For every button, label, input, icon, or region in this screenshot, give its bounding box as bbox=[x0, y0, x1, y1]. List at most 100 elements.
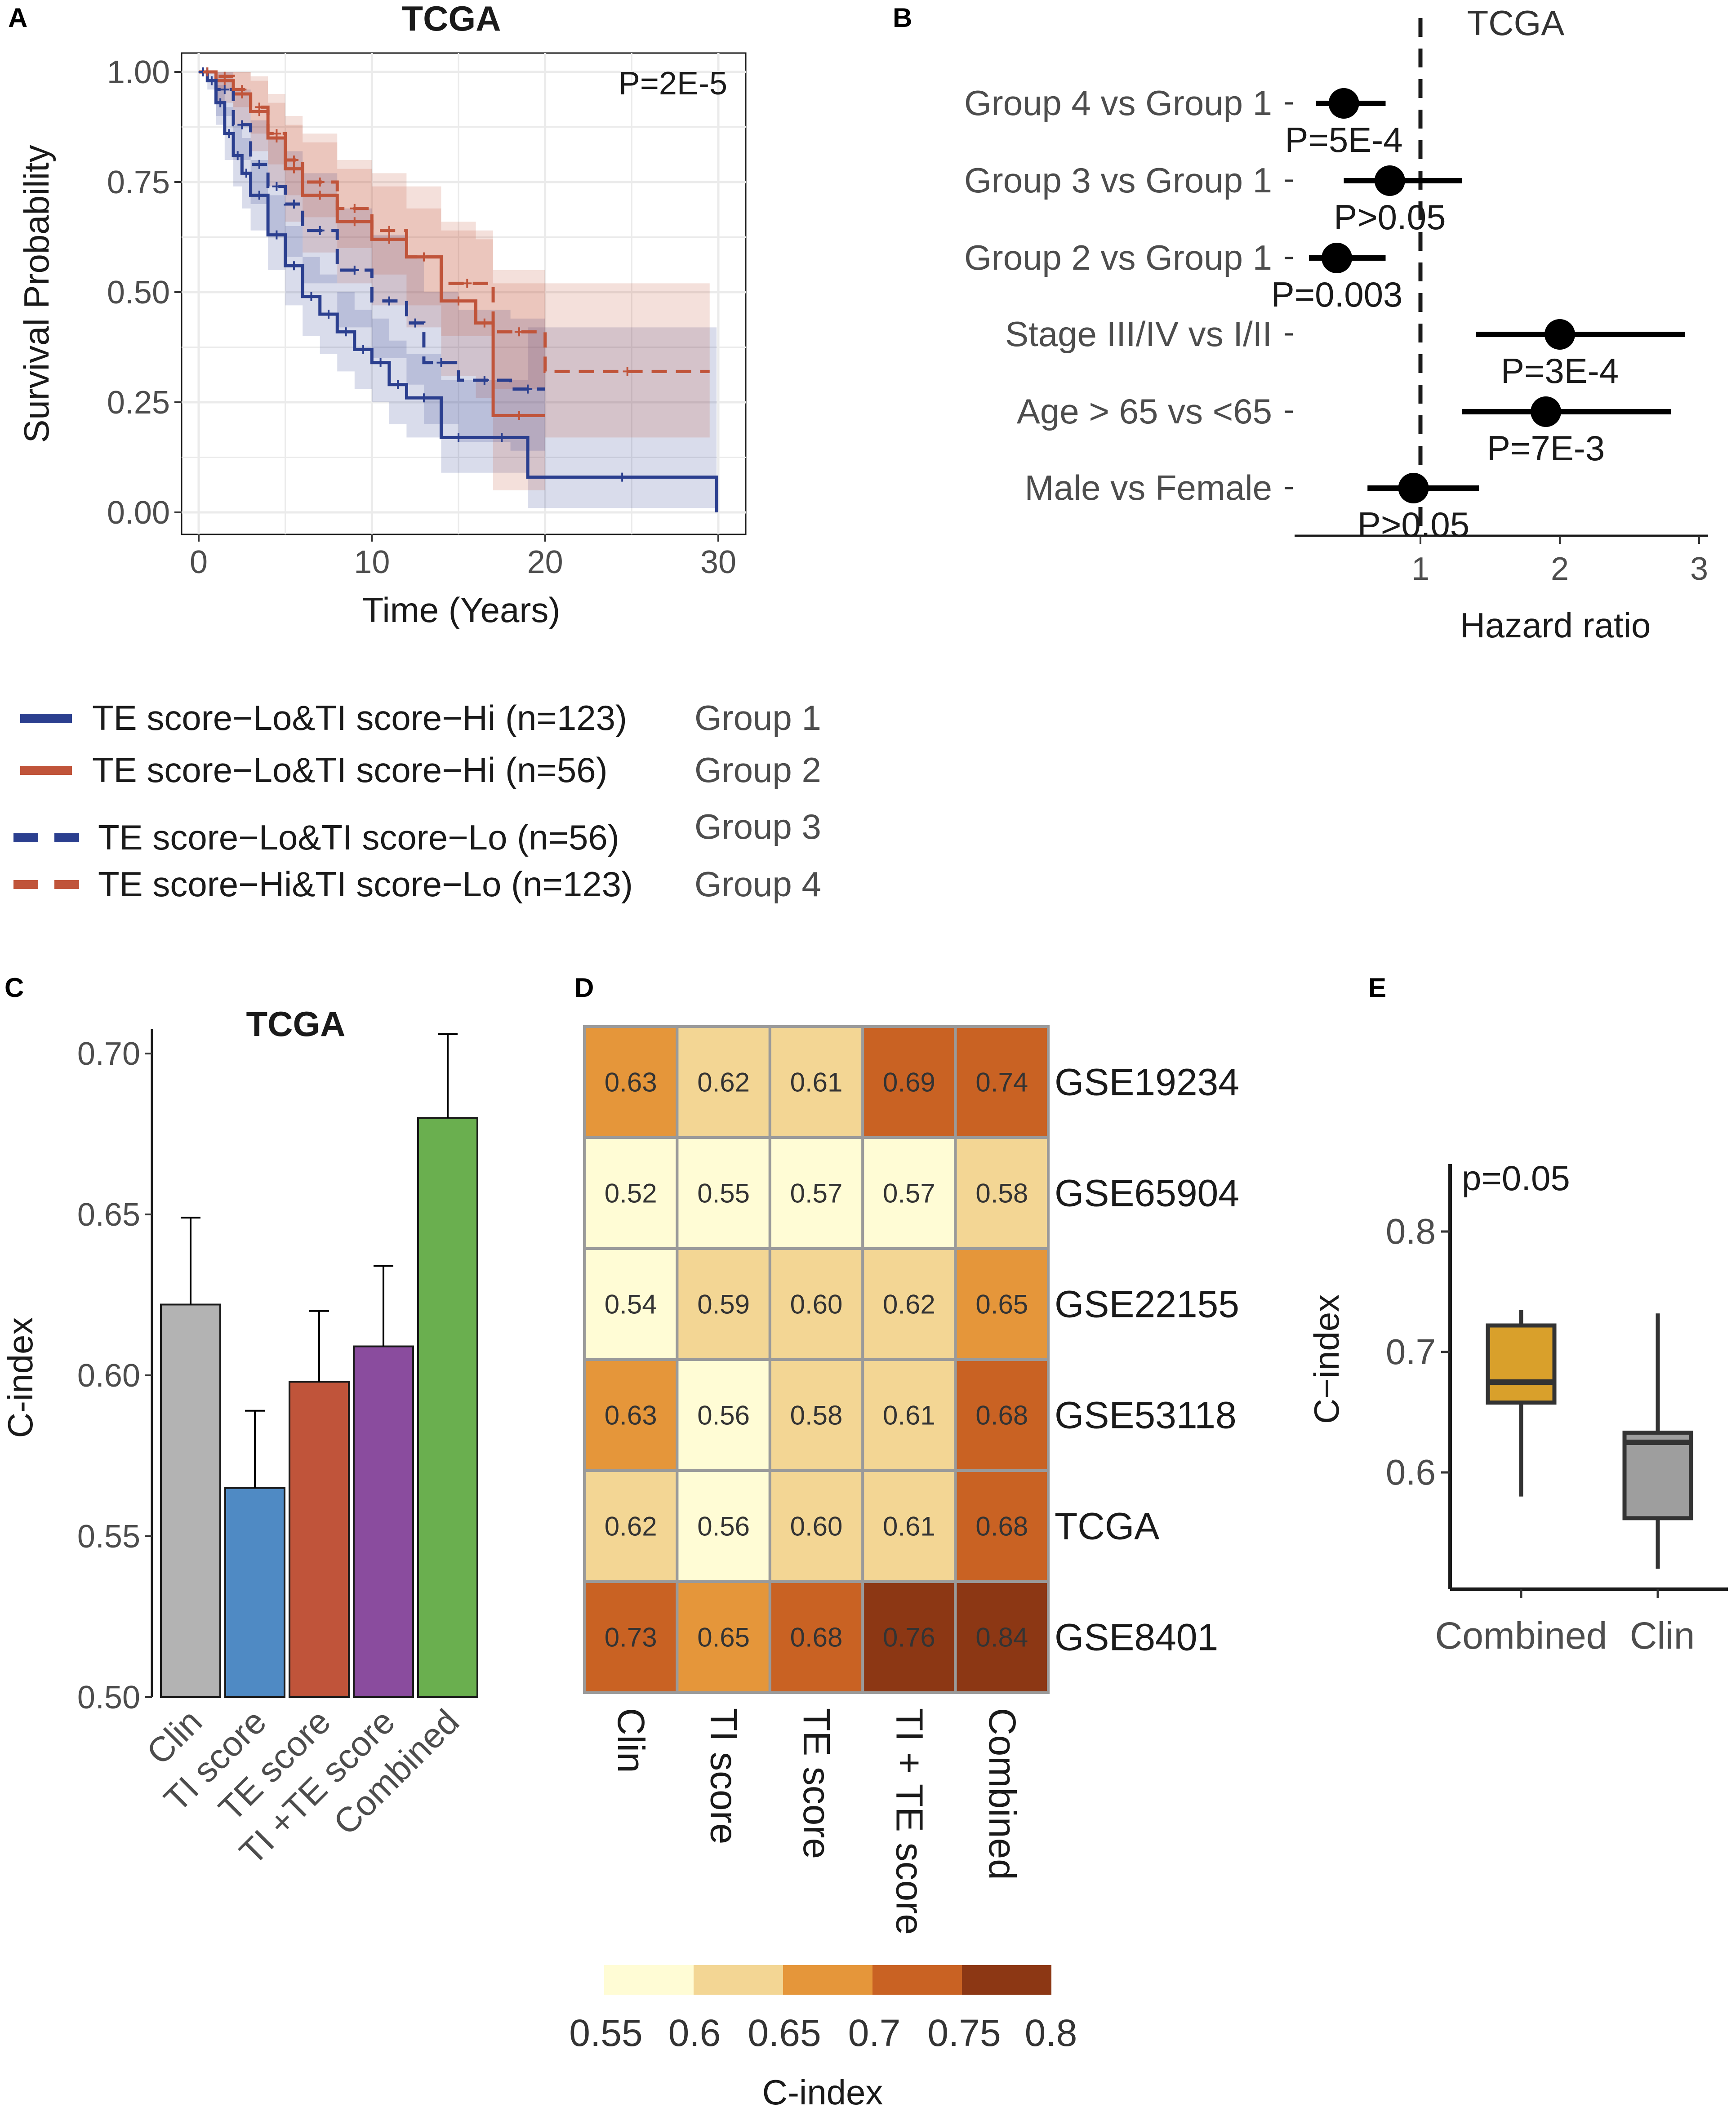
censor-mark bbox=[618, 472, 627, 482]
panel-a-x-axis-label: Time (Years) bbox=[362, 590, 561, 630]
heatmap-cell-value: 0.62 bbox=[883, 1289, 935, 1320]
censor-mark bbox=[350, 204, 359, 213]
censor-mark bbox=[514, 411, 524, 420]
colorbar-tick-label: 0.65 bbox=[748, 2012, 821, 2054]
heatmap-cell-value: 0.52 bbox=[605, 1178, 657, 1209]
censor-mark bbox=[454, 296, 463, 306]
censor-mark bbox=[350, 217, 359, 227]
y-tick-label: 1.00 bbox=[107, 54, 170, 90]
heatmap-cell-value: 0.84 bbox=[975, 1623, 1028, 1653]
censor-mark bbox=[254, 160, 264, 169]
forest-row-label: Male vs Female bbox=[1025, 468, 1273, 507]
colorbar-tick-label: 0.75 bbox=[927, 2012, 1001, 2054]
colorbar-tick-label: 0.7 bbox=[848, 2012, 901, 2054]
panel-b-forest-rows: Group 4 vs Group 1 P=5E-4 Group 3 vs Group… bbox=[964, 83, 1685, 544]
panel-a: A TCGA P=2E-5 1.00 0.75 0.50 0.25 0.00 0 10 20… bbox=[8, 0, 747, 630]
forest-row-label: Group 3 vs Group 1 bbox=[964, 160, 1272, 200]
y-tick-label: 0.70 bbox=[77, 1036, 140, 1072]
panel-d-colorbar bbox=[604, 1965, 1051, 1995]
heatmap-cell bbox=[954, 1136, 1050, 1250]
heatmap-row-label: GSE8401 bbox=[1055, 1616, 1218, 1658]
heatmap-cell bbox=[768, 1025, 864, 1139]
heatmap-cell bbox=[954, 1358, 1050, 1472]
censor-mark bbox=[454, 433, 463, 442]
panel-e-y-ticks: 0.6 0.7 0.8 bbox=[1386, 1211, 1450, 1492]
colorbar-segment bbox=[694, 1965, 783, 1995]
x-tick-label: 3 bbox=[1690, 551, 1708, 587]
panel-d-column-labels: Clin TI score TE score TI + TE score Combine… bbox=[610, 1708, 1024, 1935]
colorbar-tick-label: 0.8 bbox=[1025, 2012, 1077, 2054]
y-tick-label: 0.25 bbox=[107, 385, 170, 421]
heatmap-row-label: TCGA bbox=[1055, 1505, 1159, 1547]
confidence-band-2 bbox=[199, 72, 545, 490]
censor-mark bbox=[384, 235, 394, 244]
panel-b-x-ticks: 1 2 3 bbox=[1411, 536, 1708, 587]
forest-hr-point bbox=[1322, 243, 1352, 273]
heatmap-cell-value: 0.65 bbox=[697, 1623, 750, 1653]
colorbar-segment bbox=[783, 1965, 872, 1995]
censor-mark bbox=[233, 151, 242, 160]
legend-label-group-2: TE score−Lo&TI score−Hi (n=56) bbox=[92, 750, 608, 790]
y-tick-label: 0.50 bbox=[107, 275, 170, 311]
x-tick-label: 10 bbox=[354, 544, 390, 580]
censor-mark bbox=[436, 358, 446, 367]
heatmap-cell-value: 0.68 bbox=[975, 1512, 1028, 1542]
panel-a-gridlines bbox=[182, 53, 746, 534]
censor-mark bbox=[480, 318, 489, 328]
heatmap-column-label: Clin bbox=[610, 1708, 652, 1773]
colorbar-segment bbox=[604, 1965, 694, 1995]
panel-a-pvalue: P=2E-5 bbox=[619, 66, 727, 102]
colorbar-tick-label: 0.6 bbox=[668, 2012, 721, 2054]
panel-c-label: C bbox=[4, 973, 24, 1003]
heatmap-cell-value: 0.76 bbox=[883, 1623, 935, 1653]
heatmap-cell bbox=[676, 1580, 771, 1694]
censor-mark bbox=[307, 292, 316, 301]
x-tick-label: 30 bbox=[700, 544, 736, 580]
y-tick-label: 0.50 bbox=[77, 1680, 140, 1716]
legend-group-3: Group 3 bbox=[694, 807, 821, 846]
heatmap-cell bbox=[861, 1247, 957, 1361]
censor-mark bbox=[341, 327, 351, 337]
heatmap-cell-value: 0.62 bbox=[605, 1512, 657, 1542]
heatmap-cell bbox=[768, 1247, 864, 1361]
panel-a-legend: TE score−Lo&TI score−Hi (n=123) Group 1 … bbox=[13, 698, 821, 904]
panel-c-y-ticks: 0.50 0.55 0.60 0.65 0.70 bbox=[77, 1036, 152, 1716]
colorbar-segment bbox=[872, 1965, 962, 1995]
legend-label-group-3: TE score−Lo&TI score−Lo (n=56) bbox=[98, 818, 619, 857]
forest-row-label: Group 4 vs Group 1 bbox=[964, 83, 1272, 123]
y-tick-label: 0.8 bbox=[1386, 1211, 1436, 1251]
forest-hr-point bbox=[1398, 473, 1429, 503]
censor-mark bbox=[497, 433, 507, 442]
censor-mark bbox=[254, 102, 264, 112]
heatmap-cell-value: 0.54 bbox=[605, 1289, 657, 1320]
censor-mark bbox=[480, 376, 489, 385]
panel-d-colorbar-ticks: 0.55 0.6 0.65 0.7 0.75 0.8 bbox=[569, 2012, 1077, 2054]
bar-ti-score bbox=[224, 1487, 285, 1698]
heatmap-cell-value: 0.68 bbox=[790, 1623, 843, 1653]
heatmap-cell-value: 0.69 bbox=[883, 1067, 935, 1098]
panel-b: B TCGA Group 4 vs Group 1 P=5E-4 Group 3 v… bbox=[893, 3, 1708, 645]
heatmap-cell-value: 0.68 bbox=[975, 1401, 1028, 1431]
panel-c-y-axis-label: C-index bbox=[0, 1317, 40, 1438]
censor-mark bbox=[289, 156, 298, 165]
censor-mark bbox=[463, 279, 472, 288]
censor-mark bbox=[289, 261, 298, 271]
heatmap-row-label: GSE22155 bbox=[1055, 1283, 1239, 1325]
y-tick-label: 0.75 bbox=[107, 165, 170, 200]
heatmap-cell bbox=[954, 1469, 1050, 1583]
panel-e: E p=0.05 0.6 0.7 0.8 Combined Clin C−index bbox=[1307, 973, 1728, 1657]
x-tick-label: 2 bbox=[1551, 551, 1569, 587]
censor-mark bbox=[289, 164, 298, 173]
legend-group-1: Group 1 bbox=[694, 698, 821, 738]
forest-pvalue: P>0.05 bbox=[1334, 197, 1446, 237]
heatmap-cell bbox=[861, 1358, 957, 1472]
heatmap-cell-value: 0.63 bbox=[605, 1401, 657, 1431]
censor-mark bbox=[324, 310, 333, 319]
heatmap-cell bbox=[583, 1580, 679, 1694]
forest-row-label: Age > 65 vs <65 bbox=[1017, 391, 1272, 431]
panel-e-y-axis-label: C−index bbox=[1307, 1294, 1346, 1424]
forest-hr-point bbox=[1545, 319, 1575, 350]
y-tick-label: 0.65 bbox=[77, 1197, 140, 1233]
heatmap-cell bbox=[583, 1247, 679, 1361]
